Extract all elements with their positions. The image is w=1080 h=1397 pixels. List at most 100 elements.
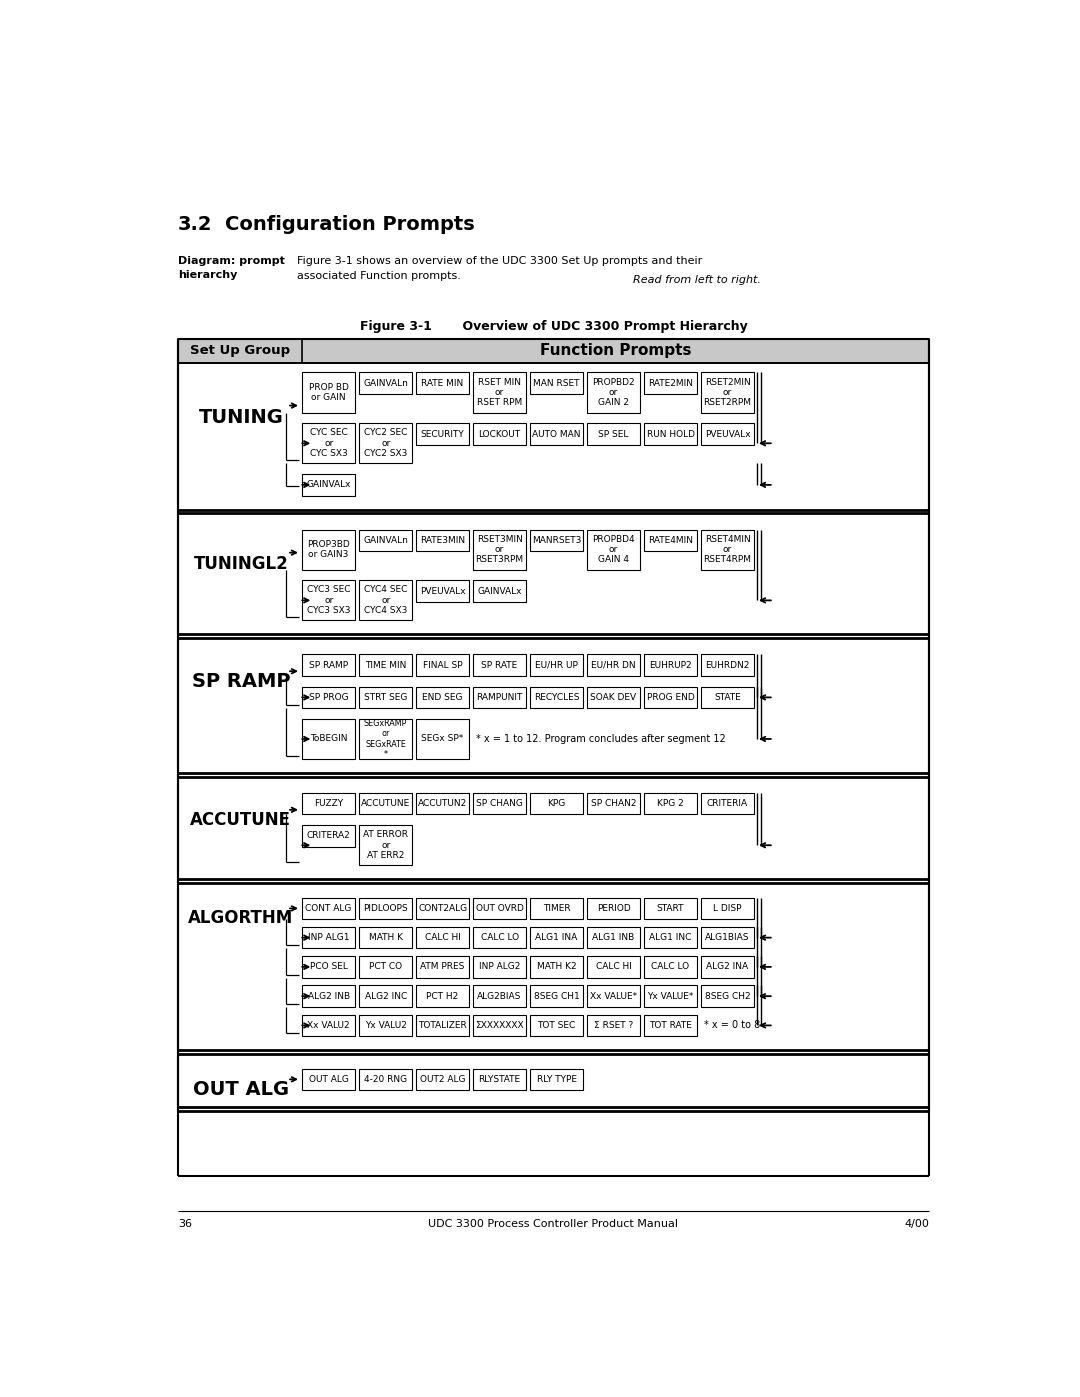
Bar [701, 529, 754, 570]
Bar [588, 373, 639, 412]
Bar [417, 985, 469, 1007]
Text: CONT2ALG: CONT2ALG [418, 904, 468, 912]
Text: 8SEG CH1: 8SEG CH1 [534, 992, 580, 1000]
Text: RSET MIN
or
RSET RPM: RSET MIN or RSET RPM [477, 377, 523, 408]
Text: EUHRUP2: EUHRUP2 [649, 661, 692, 669]
Text: 4/00: 4/00 [904, 1218, 929, 1229]
Text: AT ERROR
or
AT ERR2: AT ERROR or AT ERR2 [363, 830, 408, 861]
Bar [417, 793, 469, 814]
Text: OUT ALG: OUT ALG [309, 1074, 349, 1084]
Bar [302, 926, 355, 949]
Text: ALG1 INC: ALG1 INC [649, 933, 691, 942]
Bar [302, 529, 355, 570]
Bar [360, 1014, 411, 1037]
Text: STRT SEG: STRT SEG [364, 693, 407, 701]
Text: TUNINGL2: TUNINGL2 [193, 555, 288, 573]
Text: LOCKOUT: LOCKOUT [478, 429, 521, 439]
Bar [530, 956, 583, 978]
Bar [473, 580, 526, 602]
Text: INP ALG2: INP ALG2 [478, 963, 521, 971]
Bar [360, 580, 411, 620]
Bar [302, 423, 355, 464]
Text: CONT ALG: CONT ALG [306, 904, 352, 912]
Text: 3.2: 3.2 [178, 215, 213, 235]
Text: PCT CO: PCT CO [369, 963, 402, 971]
Bar [701, 898, 754, 919]
Text: STATE: STATE [714, 693, 741, 701]
Bar [701, 654, 754, 676]
Text: Read from left to right.: Read from left to right. [633, 275, 760, 285]
Bar [701, 926, 754, 949]
Bar [360, 926, 411, 949]
Text: CALC LO: CALC LO [651, 963, 690, 971]
Text: Yx VALU2: Yx VALU2 [365, 1021, 406, 1030]
Text: TOTALIZER: TOTALIZER [418, 1021, 467, 1030]
Bar [302, 1014, 355, 1037]
Bar [473, 686, 526, 708]
Bar [473, 985, 526, 1007]
Text: TOT RATE: TOT RATE [649, 1021, 692, 1030]
Bar [473, 1014, 526, 1037]
Bar [360, 423, 411, 464]
Bar [645, 654, 697, 676]
Bar [360, 985, 411, 1007]
Text: KPG 2: KPG 2 [657, 799, 684, 807]
Text: Yx VALUE*: Yx VALUE* [647, 992, 693, 1000]
Text: PROG END: PROG END [647, 693, 694, 701]
Text: RATE MIN: RATE MIN [421, 379, 463, 388]
Text: CALC LO: CALC LO [481, 933, 518, 942]
Bar [473, 898, 526, 919]
Text: ALGORTHM: ALGORTHM [188, 909, 294, 928]
Text: SP CHANG: SP CHANG [476, 799, 523, 807]
Bar [530, 1014, 583, 1037]
Text: Σ RSET ?: Σ RSET ? [594, 1021, 633, 1030]
Text: ACCUTUNE: ACCUTUNE [361, 799, 410, 807]
Bar [530, 686, 583, 708]
Text: EU/HR DN: EU/HR DN [591, 661, 636, 669]
Text: RLYSTATE: RLYSTATE [478, 1074, 521, 1084]
Bar [417, 719, 469, 759]
Bar [302, 956, 355, 978]
Text: PROP3BD
or GAIN3: PROP3BD or GAIN3 [308, 539, 350, 559]
Text: SEGx SP*: SEGx SP* [421, 735, 463, 743]
Bar [588, 1014, 639, 1037]
Text: CRITERIA: CRITERIA [707, 799, 748, 807]
Text: 4-20 RNG: 4-20 RNG [364, 1074, 407, 1084]
Text: Diagram: prompt
hierarchy: Diagram: prompt hierarchy [178, 256, 285, 281]
Text: RSET3MIN
or
RSET3RPM: RSET3MIN or RSET3RPM [475, 535, 524, 564]
Text: L DISP: L DISP [713, 904, 742, 912]
Text: RATE4MIN: RATE4MIN [648, 536, 693, 545]
Bar [417, 898, 469, 919]
Bar [588, 956, 639, 978]
Bar [645, 793, 697, 814]
Bar [645, 898, 697, 919]
Bar [701, 793, 754, 814]
Bar [645, 423, 697, 444]
Text: 8SEG CH2: 8SEG CH2 [705, 992, 751, 1000]
Bar [360, 719, 411, 759]
Text: RECYCLES: RECYCLES [534, 693, 579, 701]
Text: GAINVALn: GAINVALn [363, 379, 408, 388]
Text: ALG1 INA: ALG1 INA [536, 933, 578, 942]
Text: SP RAMP: SP RAMP [191, 672, 291, 690]
Text: SP RAMP: SP RAMP [309, 661, 348, 669]
Bar [645, 686, 697, 708]
Bar [302, 826, 355, 847]
Text: RATE2MIN: RATE2MIN [648, 379, 693, 388]
Bar [302, 793, 355, 814]
Text: RATE3MIN: RATE3MIN [420, 536, 465, 545]
Text: ALG2 INB: ALG2 INB [308, 992, 350, 1000]
Text: OUT ALG: OUT ALG [193, 1080, 289, 1099]
Text: GAINVALx: GAINVALx [307, 481, 351, 489]
Text: TUNING: TUNING [199, 408, 283, 426]
Text: SECURITY: SECURITY [421, 429, 464, 439]
Bar [473, 1069, 526, 1090]
Text: ACCUTUNE: ACCUTUNE [190, 810, 292, 828]
Text: * x = 0 to 8: * x = 0 to 8 [704, 1020, 760, 1031]
Bar [473, 423, 526, 444]
Text: CYC3 SEC
or
CYC3 SX3: CYC3 SEC or CYC3 SX3 [307, 585, 350, 615]
Text: 36: 36 [178, 1218, 192, 1229]
Bar [530, 898, 583, 919]
Bar [588, 926, 639, 949]
Text: GAINVALx: GAINVALx [477, 587, 522, 595]
